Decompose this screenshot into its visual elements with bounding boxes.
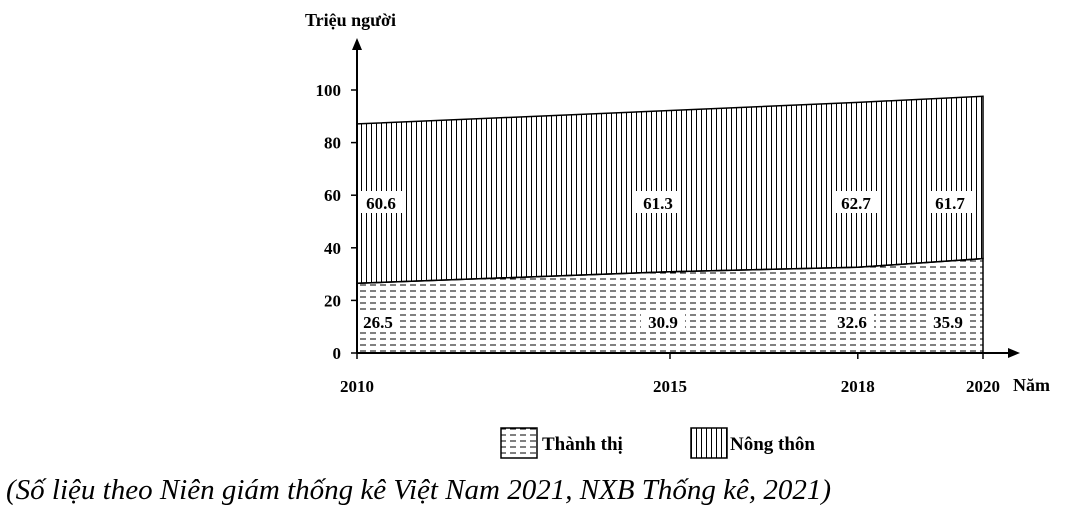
legend: Thành thị Nông thôn: [500, 427, 815, 459]
axes-layer: 0 20 40 60 80 100 2010 2015 2018 2020 Triệu người N…: [305, 10, 1050, 396]
data-label-nong-thon-2010-bg: [359, 191, 403, 213]
data-label-thanh-thi-2015: 30.9: [648, 313, 678, 332]
data-label-thanh-thi-2015-bg: [641, 310, 685, 332]
y-tick-label-100: 100: [316, 81, 342, 100]
source-note: (Số liệu theo Niên giám thống kê Việt Na…: [6, 474, 832, 506]
data-label-nong-thon-2020: 61.7: [935, 194, 965, 213]
data-label-thanh-thi-2010-bg: [356, 310, 400, 332]
data-label-thanh-thi-2020: 35.9: [933, 313, 963, 332]
x-axis-title: Năm: [1013, 375, 1050, 395]
x-axis-arrow: [1008, 348, 1020, 358]
stacked-area-chart: 26.5 30.9 32.6 35.9 60.6 61.3 62.7 61.7 0 20 40 60…: [305, 10, 1050, 459]
y-tick-label-60: 60: [324, 186, 341, 205]
x-tick-label-2010: 2010: [340, 377, 374, 396]
y-tick-label-0: 0: [333, 344, 342, 363]
data-label-nong-thon-2020-bg: [928, 191, 972, 213]
data-label-thanh-thi-2018-bg: [830, 310, 874, 332]
data-label-nong-thon-2018: 62.7: [841, 194, 871, 213]
x-tick-label-2015: 2015: [653, 377, 687, 396]
x-tick-label-2018: 2018: [841, 377, 875, 396]
y-axis-arrow: [352, 38, 362, 50]
legend-label-nong-thon: Nông thôn: [730, 434, 815, 455]
y-tick-label-20: 20: [324, 291, 341, 310]
data-label-thanh-thi-2018: 32.6: [837, 313, 867, 332]
data-label-thanh-thi-2020-bg: [926, 310, 970, 332]
y-tick-label-80: 80: [324, 134, 341, 153]
data-label-nong-thon-2015-bg: [636, 191, 680, 213]
data-label-nong-thon-2018-bg: [834, 191, 878, 213]
legend-label-thanh-thi: Thành thị: [542, 434, 623, 455]
series-area-nong-thon: [356, 95, 984, 285]
data-labels-layer: 26.5 30.9 32.6 35.9 60.6 61.3 62.7 61.7: [356, 191, 972, 332]
x-tick-label-2020: 2020: [966, 377, 1000, 396]
data-label-thanh-thi-2010: 26.5: [363, 313, 393, 332]
data-label-nong-thon-2015: 61.3: [643, 194, 673, 213]
data-label-nong-thon-2010: 60.6: [366, 194, 396, 213]
legend-swatch-nong-thon: [690, 427, 728, 459]
y-axis-title: Triệu người: [305, 10, 396, 30]
legend-swatch-thanh-thi: [500, 427, 538, 459]
y-tick-label-40: 40: [324, 239, 341, 258]
